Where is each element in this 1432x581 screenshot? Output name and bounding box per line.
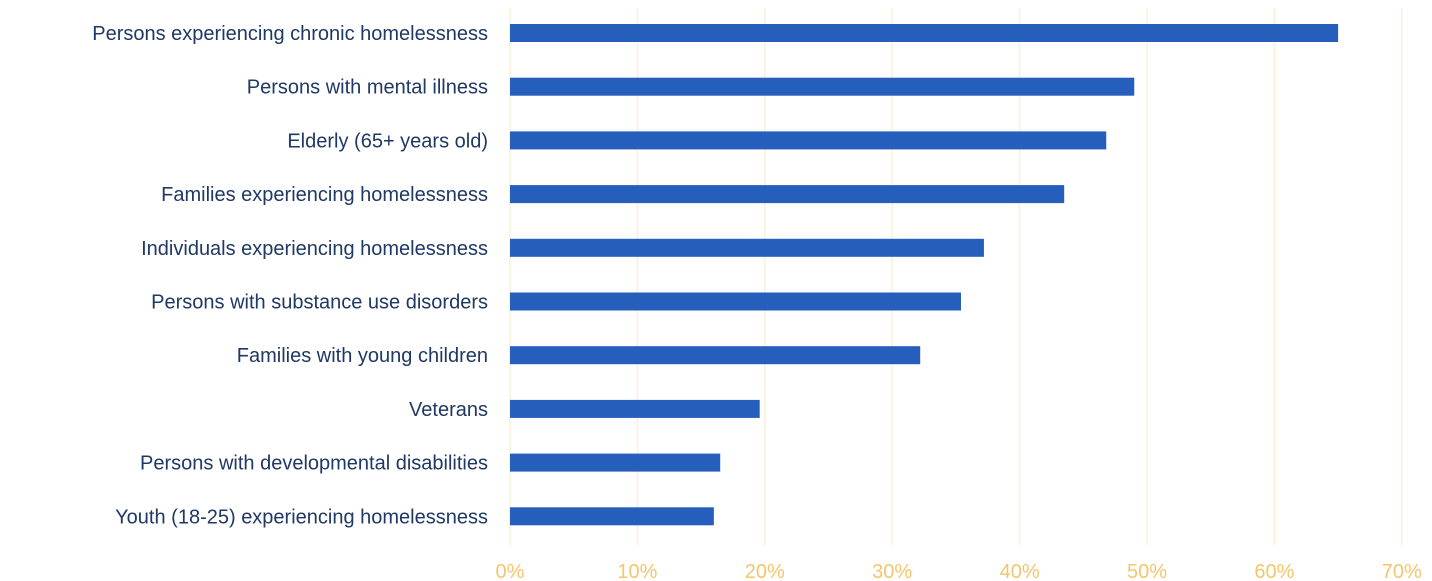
bar <box>510 346 921 365</box>
x-tick-label: 30% <box>872 561 912 581</box>
category-label: Youth (18-25) experiencing homelessness <box>115 506 488 528</box>
bar <box>510 185 1065 204</box>
category-label: Families with young children <box>237 345 488 367</box>
bar <box>510 453 721 472</box>
bar <box>510 24 1339 42</box>
category-label: Individuals experiencing homelessness <box>141 238 488 260</box>
category-label: Elderly (65+ years old) <box>287 130 488 152</box>
bar <box>510 238 984 257</box>
bars <box>510 24 1339 526</box>
category-label: Veterans <box>409 399 488 421</box>
x-tick-label: 10% <box>617 561 657 581</box>
category-label: Persons with substance use disorders <box>151 292 488 314</box>
gridlines <box>509 8 1403 545</box>
category-labels: Persons experiencing chronic homelessnes… <box>92 23 488 528</box>
category-label: Persons with developmental disabilities <box>140 453 488 475</box>
x-tick-label: 70% <box>1382 561 1422 581</box>
category-label: Persons with mental illness <box>247 77 488 99</box>
bar <box>510 292 961 311</box>
x-tick-label: 20% <box>745 561 785 581</box>
bar <box>510 507 714 526</box>
bar <box>510 131 1107 150</box>
x-tick-label: 50% <box>1127 561 1167 581</box>
x-tick-label: 40% <box>1000 561 1040 581</box>
bar <box>510 399 760 418</box>
category-label: Families experiencing homelessness <box>161 184 488 206</box>
x-axis-tick-labels: 0% 10% 20% 30% 40% 50% 60% 70% <box>496 561 1422 581</box>
category-label: Persons experiencing chronic homelessnes… <box>92 23 488 45</box>
x-tick-label: 60% <box>1254 561 1294 581</box>
bar <box>510 77 1135 96</box>
x-tick-label: 0% <box>496 561 525 581</box>
